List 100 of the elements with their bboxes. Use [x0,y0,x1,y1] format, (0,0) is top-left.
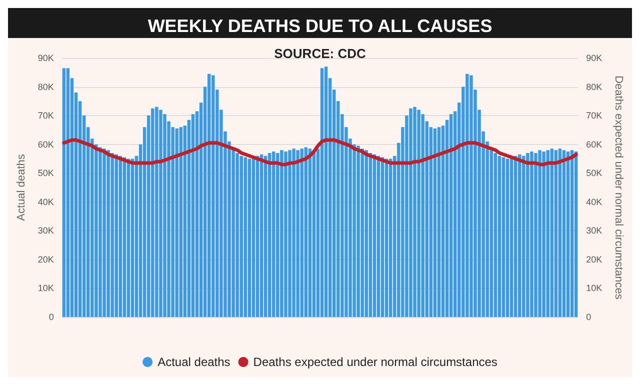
y2-tick-label: 40K [586,196,602,207]
bar [498,156,502,317]
bar [66,68,70,317]
bar [566,152,570,317]
y-tick-label: 20K [38,254,54,264]
bar [155,106,158,317]
y-tick-label: 90K [38,53,54,63]
y2-tick-label: 80K [586,82,602,92]
bar [449,114,453,317]
bar [175,128,178,317]
bar [356,146,360,317]
y2-tick-label: 30K [586,226,602,236]
bar [240,156,243,317]
bar [502,157,506,317]
bar [526,152,530,317]
y2-tick-label: 70K [586,110,602,121]
bar [376,156,380,317]
y-axis-title: Actual deaths [16,154,28,221]
bar [510,157,514,317]
bar [522,156,526,317]
bar [550,148,554,317]
bar [388,158,392,317]
bar [252,157,256,317]
bar [417,110,420,317]
bar [324,66,328,317]
bar [179,127,182,317]
bar [280,150,284,317]
bar [546,150,550,317]
bar [264,156,268,317]
bar [514,156,518,317]
y-tick-label: 70K [38,110,54,121]
bar [130,158,134,317]
bar [320,68,324,317]
bar [256,156,260,317]
y2-tick-label: 10K [586,283,602,294]
bar [163,114,166,317]
bar [191,114,195,317]
bar [304,147,308,317]
bar [534,152,538,317]
bar [308,148,312,317]
bar [368,152,372,317]
bar [126,158,130,317]
bar [384,158,388,317]
bar [518,154,522,317]
y-tick-label: 40K [38,196,54,207]
bar [106,150,110,317]
bar [98,147,102,317]
legend-label: Actual deaths [158,355,230,369]
bar [151,108,154,317]
bar [110,152,114,317]
bar [538,150,542,317]
annotation: SOURCE: CDC [274,46,366,61]
bar [470,75,473,317]
bar [312,150,316,317]
y-tick-label: 10K [38,283,54,294]
bar [530,152,534,317]
bar [574,152,578,317]
bar [114,154,118,317]
y-tick-label: 80K [38,82,54,92]
y2-tick-label: 0 [586,312,592,322]
bar [380,157,384,317]
y-tick-label: 50K [38,168,54,178]
bar [122,157,126,317]
bar [212,75,215,317]
legend-label: Deaths expected under normal circumstances [253,355,498,369]
line-series [62,138,578,166]
y-tick-label: 60K [38,139,54,150]
bar [542,152,546,317]
y2-tick-label: 90K [586,53,602,63]
bar [118,156,122,317]
bar [248,158,252,317]
bar [372,154,376,317]
bar [421,114,424,317]
bar [296,150,300,317]
bar [62,68,66,317]
y2-tick-label: 60K [586,139,602,150]
bar [360,148,364,317]
bar [570,150,574,317]
y-tick-label: 30K [38,226,54,236]
bar [272,152,276,317]
bar [554,150,558,317]
bar [409,108,412,317]
bar [494,152,498,317]
bar [506,158,510,317]
bar [268,152,272,317]
y2-tick-label: 50K [586,168,602,178]
bar [466,74,469,317]
bar [159,110,162,317]
bar [260,154,264,317]
bar [562,150,566,317]
chart-title: WEEKLY DEATHS DUE TO ALL CAUSES [148,16,492,36]
bar [244,157,248,317]
bar [364,150,368,317]
bar [102,148,106,317]
y2-axis-title: Deaths expected under normal circumstances [612,76,624,300]
bar [276,152,280,317]
bar [236,152,239,317]
bar [437,127,441,317]
bar [300,148,304,317]
bar [284,152,288,317]
